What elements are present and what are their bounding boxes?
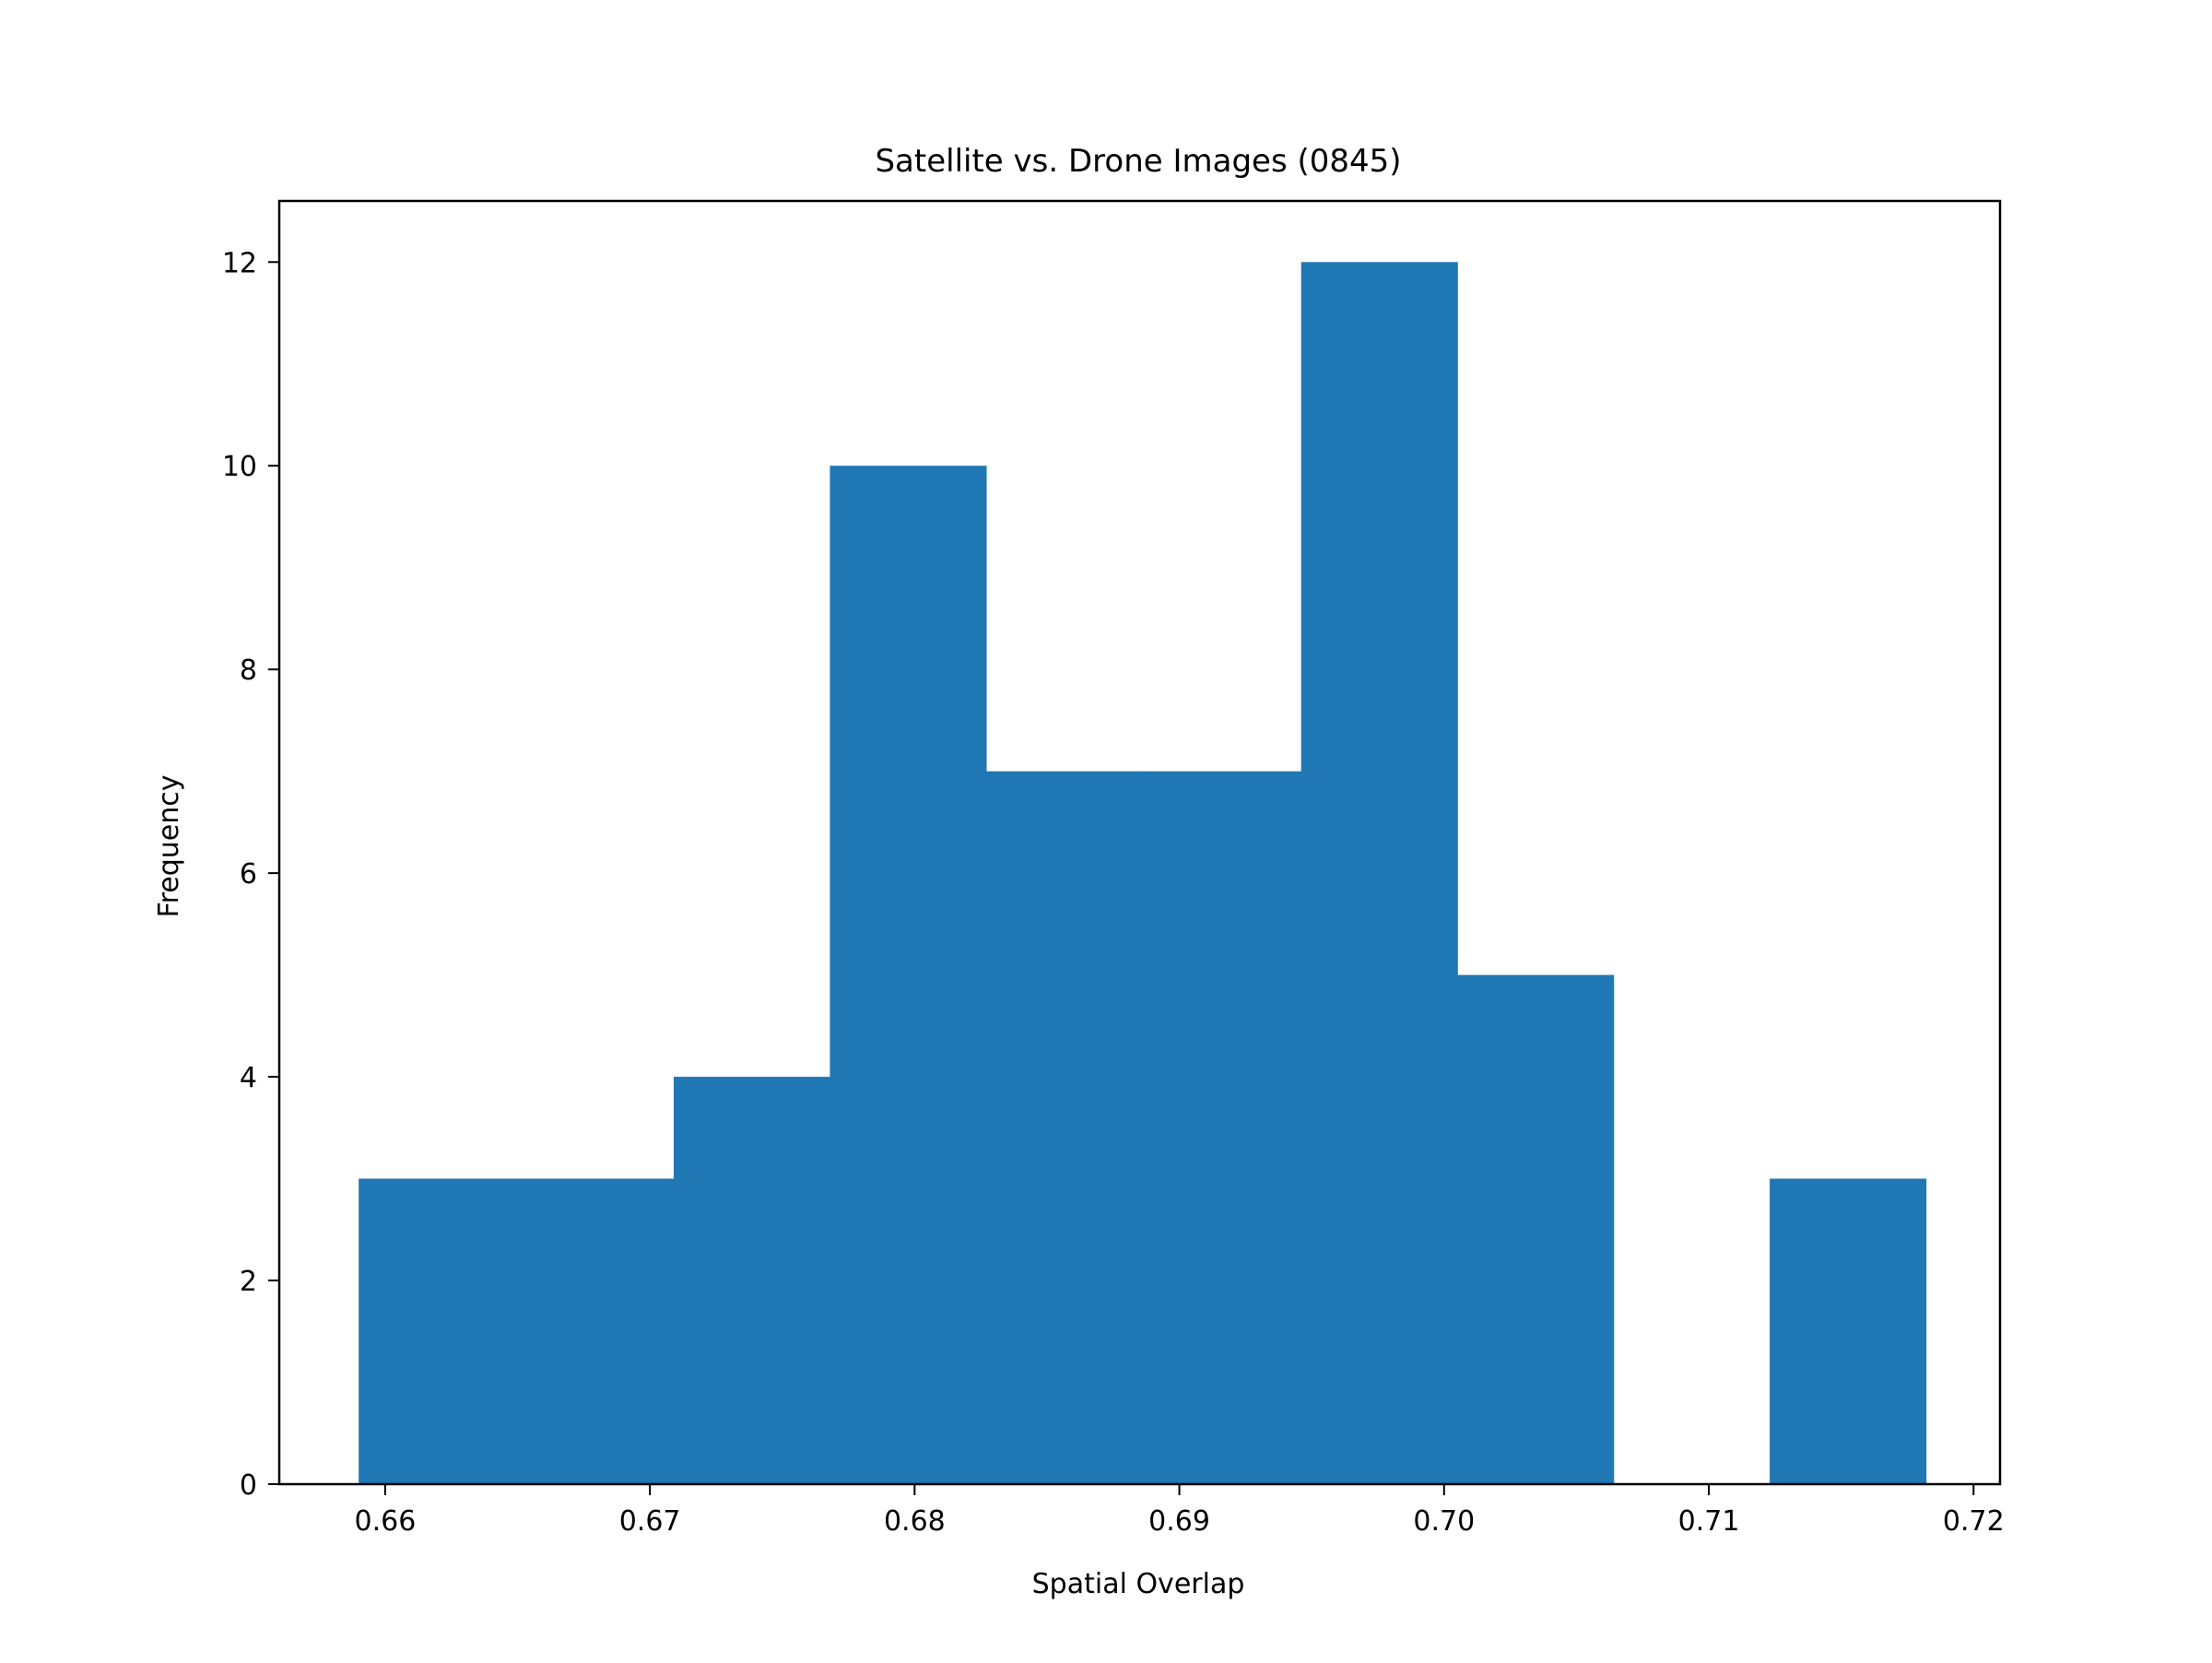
histogram-bar-9 — [1770, 1178, 1927, 1484]
histogram-bar-6 — [1300, 262, 1458, 1484]
axes-frame — [277, 199, 2002, 1486]
histogram-bar-5 — [1142, 771, 1302, 1484]
x-tick-label: 0.66 — [354, 1505, 416, 1538]
axes-layer: 0.66 0.67 0.68 0.69 0.70 0.71 0.72 0 2 4 6 8 10 12 — [222, 199, 2005, 1538]
chart-title: Satellite vs. Drone Images (0845) — [875, 143, 1401, 180]
histogram-bar-4 — [985, 771, 1143, 1484]
bars-layer — [359, 262, 1927, 1484]
x-tick-label: 0.70 — [1413, 1505, 1475, 1538]
histogram-bar-3 — [830, 466, 987, 1484]
y-tick-label: 4 — [240, 1062, 257, 1094]
histogram-bar-2 — [673, 1077, 831, 1484]
y-tick-label: 0 — [240, 1469, 257, 1502]
y-tick-label: 6 — [240, 858, 257, 890]
y-tick-label: 10 — [222, 451, 257, 483]
y-tick-label: 8 — [240, 655, 257, 687]
x-tick-label: 0.68 — [884, 1505, 946, 1538]
histogram-bar-7 — [1457, 974, 1615, 1484]
x-tick-label: 0.72 — [1943, 1505, 2005, 1538]
y-axis-label: Frequency — [153, 775, 185, 918]
y-tick-label: 12 — [222, 247, 257, 279]
histogram-bar-1 — [517, 1178, 675, 1484]
x-axis-label: Spatial Overlap — [1032, 1568, 1245, 1600]
y-tick-label: 2 — [240, 1266, 257, 1298]
x-tick-label: 0.71 — [1678, 1505, 1740, 1538]
x-tick-label: 0.69 — [1148, 1505, 1210, 1538]
x-tick-label: 0.67 — [619, 1505, 681, 1538]
histogram-bar-0 — [359, 1178, 519, 1484]
